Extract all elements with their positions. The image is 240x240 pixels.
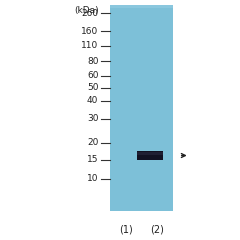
Text: (2): (2) (150, 224, 164, 234)
Bar (110, 5, 173, 211)
Text: 260: 260 (81, 9, 98, 18)
Text: 160: 160 (81, 27, 98, 36)
Text: 20: 20 (87, 138, 98, 147)
Text: 30: 30 (87, 114, 98, 123)
Text: 50: 50 (87, 83, 98, 92)
Text: 40: 40 (87, 96, 98, 105)
Bar (137, 151, 163, 160)
Text: 15: 15 (87, 155, 98, 164)
Text: 10: 10 (87, 174, 98, 183)
Text: (1): (1) (119, 224, 133, 234)
Bar (137, 152, 163, 155)
Text: 110: 110 (81, 41, 98, 50)
Bar (110, 5, 173, 8)
Text: 80: 80 (87, 57, 98, 66)
Text: 60: 60 (87, 71, 98, 80)
Text: (kDa): (kDa) (74, 6, 98, 15)
